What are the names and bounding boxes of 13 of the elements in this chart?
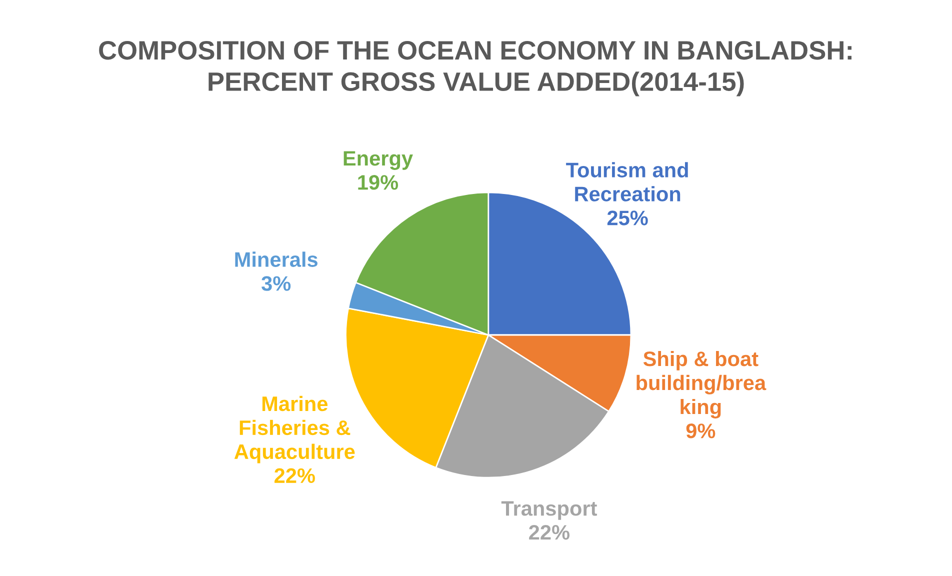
data-label: 22%	[274, 468, 315, 483]
slice-label: Minerals	[235, 252, 318, 267]
slice-label: Ship & boat building/brea king	[636, 350, 766, 418]
data-label: 22%	[529, 525, 570, 540]
slice-label: Transport	[501, 501, 597, 520]
slice-label: Marine Fisheries & Aquaculture	[234, 396, 355, 464]
chart-title: COMPOSITION OF THE OCEAN ECONOMY IN BANGLADSH: PERCENT GROSS VALUE ADDED(2014-15)	[99, 41, 852, 96]
data-label: 3%	[262, 276, 291, 291]
slice-label: Tourism and Recreation	[566, 162, 688, 202]
slice-label: Energy	[344, 151, 413, 170]
data-label: 25%	[607, 210, 648, 226]
data-label: 9%	[686, 424, 716, 438]
data-label: 19%	[358, 175, 398, 190]
